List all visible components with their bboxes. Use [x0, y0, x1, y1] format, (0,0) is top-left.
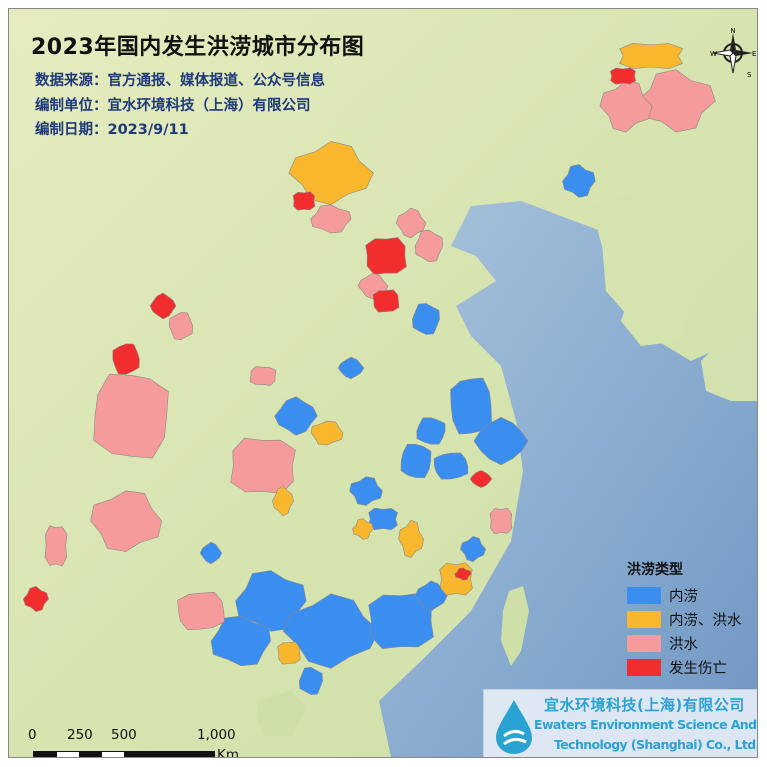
legend-swatch [627, 658, 661, 676]
city-region[interactable] [414, 580, 448, 612]
compass-w: W [710, 50, 717, 58]
city-region[interactable] [310, 204, 352, 234]
legend-item-casualties: 发生伤亡 [627, 655, 742, 679]
logo-company-en-1: Ewaters Environment Science And [534, 717, 757, 732]
city-region[interactable] [272, 485, 294, 517]
compass-icon: N W E S [710, 27, 756, 79]
city-region[interactable] [93, 373, 169, 459]
city-region[interactable] [416, 417, 446, 445]
scale-tick: 0 [28, 727, 37, 743]
scale-bar: 0 250 500 1,000 Km [25, 727, 255, 758]
water-drop-logo-icon [496, 700, 532, 754]
city-region[interactable] [618, 42, 684, 69]
hainan [256, 691, 306, 736]
city-region[interactable] [562, 164, 596, 198]
korea-peninsula [591, 191, 701, 346]
city-region[interactable] [489, 507, 513, 535]
city-region[interactable] [44, 525, 68, 567]
city-region[interactable] [298, 666, 323, 695]
city-region[interactable] [372, 289, 400, 313]
city-region[interactable] [395, 207, 427, 239]
company-logo: 宜水环境科技(上海)有限公司 Ewaters Environment Scien… [483, 689, 758, 757]
city-region[interactable] [368, 507, 398, 531]
city-region[interactable] [277, 641, 301, 665]
scale-tick: 250 [67, 727, 93, 743]
city-region[interactable] [400, 443, 432, 479]
city-region[interactable] [282, 593, 380, 669]
scale-unit: Km [217, 747, 240, 758]
legend-swatch [627, 586, 661, 604]
city-region[interactable] [310, 420, 344, 446]
city-region[interactable] [230, 437, 296, 495]
city-region[interactable] [412, 303, 440, 335]
city-region[interactable] [473, 416, 529, 466]
compiling-org: 编制单位：宜水环境科技（上海）有限公司 [35, 98, 311, 114]
flood-map[interactable] [9, 9, 757, 757]
sea [379, 201, 757, 757]
city-region[interactable] [274, 396, 318, 436]
compass-e: E [752, 50, 756, 58]
city-region[interactable] [337, 356, 365, 380]
legend-swatch [627, 610, 661, 628]
legend-item-waterlogging: 内涝 [627, 583, 742, 607]
data-source: 数据来源：官方通报、媒体报道、公众号信息 [35, 73, 325, 89]
city-region[interactable] [112, 343, 140, 375]
city-region[interactable] [398, 519, 424, 559]
compiling-date: 编制日期：2023/9/11 [35, 122, 189, 138]
japan [701, 311, 757, 401]
city-region[interactable] [414, 229, 444, 263]
scale-tick: 500 [111, 727, 137, 743]
city-region[interactable] [349, 476, 383, 506]
legend-title: 洪涝类型 [627, 562, 683, 578]
scale-tick: 1,000 [197, 727, 236, 743]
city-region[interactable] [352, 518, 374, 540]
city-region[interactable] [454, 567, 472, 581]
city-region[interactable] [599, 79, 653, 133]
city-region[interactable] [469, 470, 493, 488]
city-region[interactable] [365, 237, 407, 275]
legend: 洪涝类型 内涝 内涝、洪水 洪水 发生伤亡 [627, 559, 742, 679]
city-region[interactable] [90, 490, 162, 552]
city-region[interactable] [450, 377, 492, 435]
city-region[interactable] [168, 312, 194, 341]
logo-company-cn: 宜水环境科技(上海)有限公司 [544, 696, 745, 714]
city-region[interactable] [199, 541, 223, 565]
legend-item-flood: 洪水 [627, 631, 742, 655]
city-region[interactable] [149, 292, 177, 320]
logo-company-en-2: Technology (Shanghai) Co., Ltd. [554, 737, 758, 752]
city-region[interactable] [210, 615, 271, 667]
city-region[interactable] [292, 191, 316, 211]
city-region[interactable] [288, 141, 374, 206]
city-region[interactable] [177, 591, 225, 631]
legend-swatch [627, 634, 661, 652]
city-region[interactable] [433, 452, 469, 480]
city-region[interactable] [609, 67, 637, 85]
city-region[interactable] [249, 366, 277, 386]
legend-item-waterlogging-flood: 内涝、洪水 [627, 607, 742, 631]
city-region[interactable] [460, 536, 487, 563]
map-frame: 2023年国内发生洪涝城市分布图 数据来源：官方通报、媒体报道、公众号信息 编制… [8, 8, 758, 758]
city-region[interactable] [22, 585, 49, 612]
compass-s: S [747, 71, 752, 79]
flood-regions [22, 42, 716, 695]
map-title: 2023年国内发生洪涝城市分布图 [31, 35, 365, 60]
compass-n: N [730, 27, 735, 35]
taiwan [501, 586, 529, 666]
